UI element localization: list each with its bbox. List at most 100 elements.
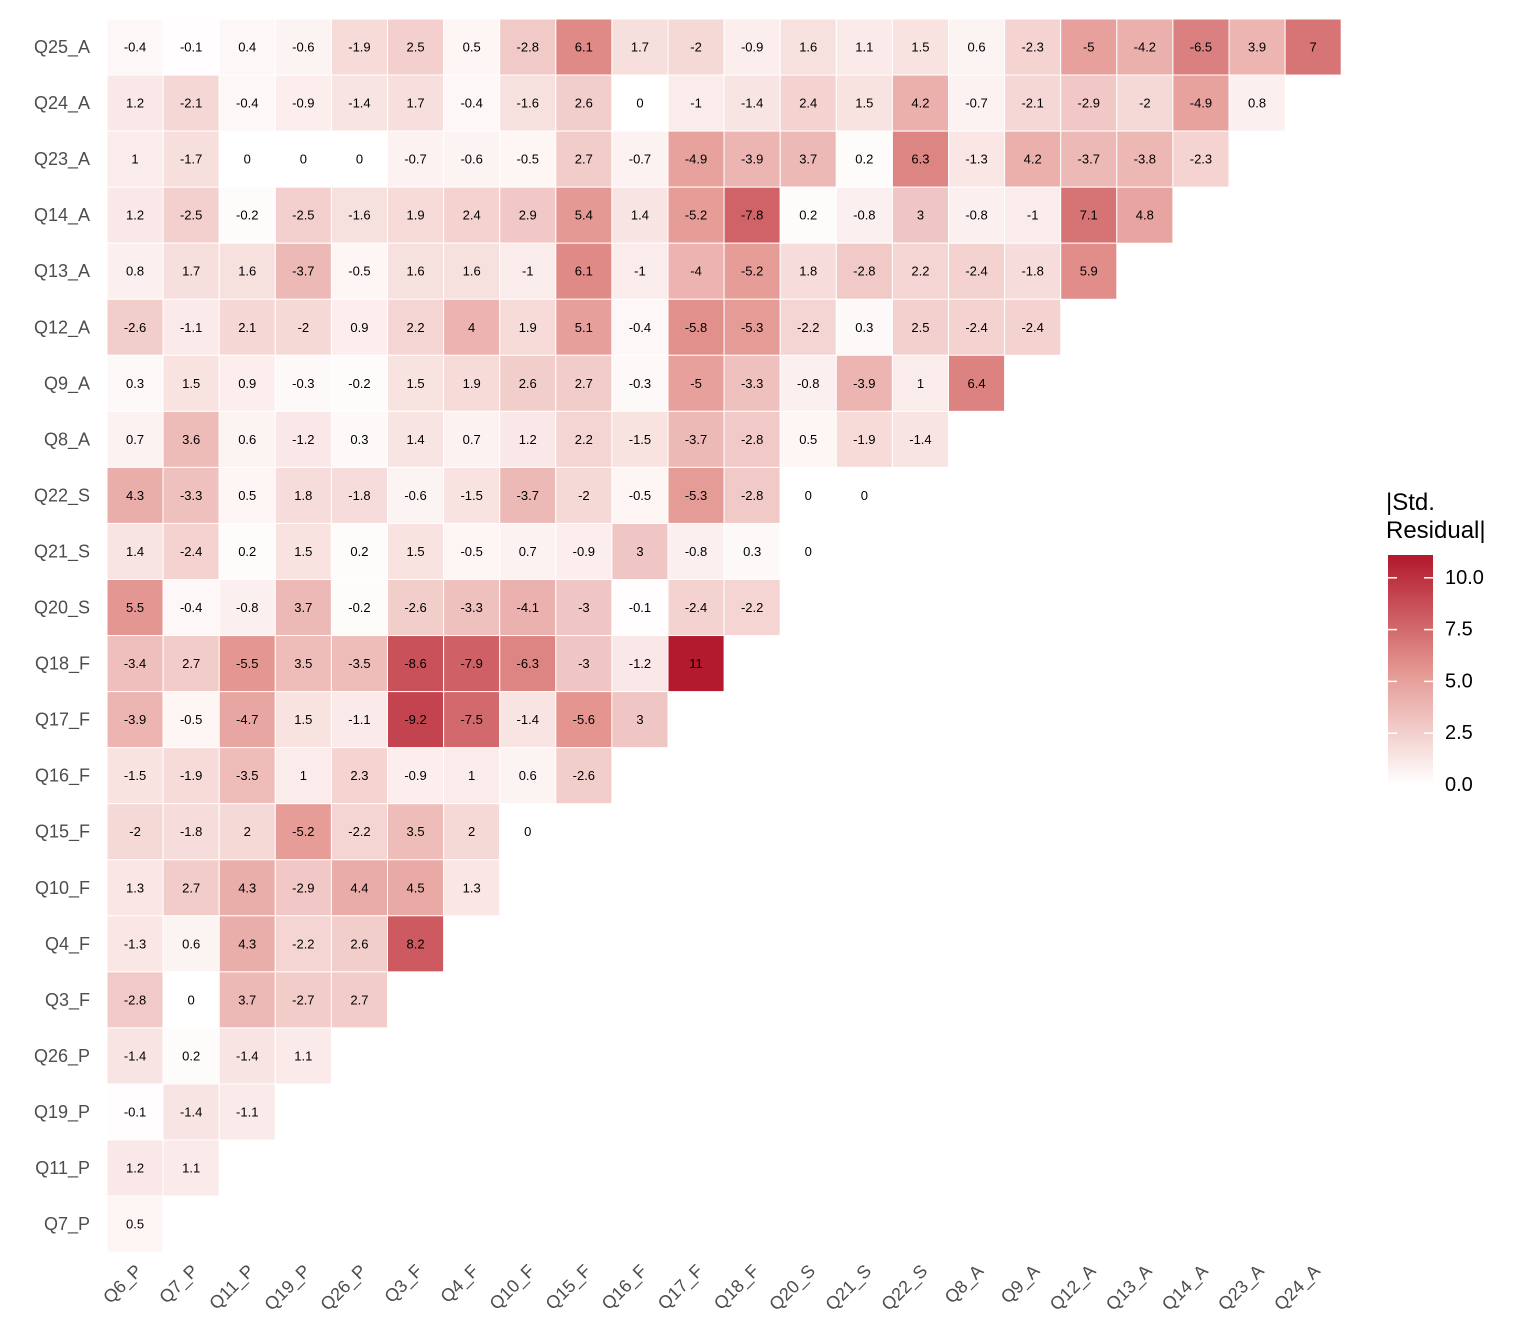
cell-value-label: -1	[1027, 208, 1039, 223]
y-axis-labels: Q25_A Q24_A Q23_A Q14_A Q13_A Q12_A Q9_A Q8_A Q2…	[34, 37, 90, 1235]
y-tick-label: Q13_A	[34, 261, 90, 282]
cell-value-label: -1.2	[292, 432, 314, 447]
heatmap-cell	[443, 130, 501, 188]
heatmap-cell	[835, 410, 893, 468]
cell-value-label: -3.7	[685, 432, 707, 447]
cell-value-label: 2	[468, 824, 475, 839]
x-tick-label: Q18_F	[710, 1261, 764, 1315]
heatmap-cell	[835, 74, 893, 132]
cell-value-label: -5	[1083, 40, 1095, 55]
cell-value-label: -0.9	[404, 768, 426, 783]
cell-value-label: 0	[805, 488, 812, 503]
cell-value-label: 1.4	[126, 544, 144, 559]
cell-value-label: -3	[578, 600, 590, 615]
cell-value-label: -1.5	[460, 488, 482, 503]
cell-value-label: -2.5	[292, 208, 314, 223]
heatmap-cell	[555, 410, 613, 468]
x-tick-label: Q13_A	[1102, 1261, 1156, 1315]
heatmap-cell	[555, 691, 613, 749]
heatmap-cell	[106, 635, 164, 693]
cell-value-label: -1.1	[348, 712, 370, 727]
cell-value-label: -1.9	[348, 40, 370, 55]
heatmap-cell	[218, 803, 276, 861]
cell-value-label: -0.4	[180, 600, 202, 615]
x-tick-label: Q8_A	[941, 1261, 988, 1308]
y-tick-label: Q7_P	[44, 1214, 90, 1235]
heatmap-cell	[162, 635, 220, 693]
heatmap-cell	[387, 747, 445, 805]
cell-value-label: -2.9	[1078, 96, 1100, 111]
cell-value-label: 7.1	[1080, 208, 1098, 223]
legend-colorbar	[1388, 555, 1433, 785]
heatmap-cell	[835, 466, 893, 524]
cell-value-label: -4.2	[1134, 40, 1156, 55]
heatmap-cell	[218, 242, 276, 300]
heatmap-cell	[667, 354, 725, 412]
cell-value-label: 2.2	[407, 320, 425, 335]
cell-value-label: 8.2	[407, 936, 425, 951]
heatmap-cell	[723, 579, 781, 637]
heatmap-cell	[499, 130, 557, 188]
y-tick-label: Q9_A	[44, 373, 90, 394]
heatmap-cell	[106, 410, 164, 468]
cell-value-label: 3.6	[182, 432, 200, 447]
cell-value-label: 0.6	[968, 40, 986, 55]
heatmap-cell	[387, 410, 445, 468]
cell-value-label: 7	[1310, 40, 1317, 55]
heatmap-cell	[106, 579, 164, 637]
heatmap-cell	[330, 410, 388, 468]
legend-title-line-2: Residual|	[1386, 517, 1486, 544]
heatmap-cell	[330, 803, 388, 861]
cell-value-label: -2	[129, 824, 141, 839]
legend-tick-label: 7.5	[1445, 619, 1473, 641]
cell-value-label: -0.6	[460, 152, 482, 167]
cell-value-label: 4.3	[126, 488, 144, 503]
heatmap-cell	[499, 298, 557, 356]
cell-value-label: 2.5	[407, 40, 425, 55]
cell-value-label: 2.7	[575, 152, 593, 167]
cell-value-label: 0.3	[855, 320, 873, 335]
y-tick-label: Q16_F	[35, 766, 90, 787]
cell-value-label: -1.4	[236, 1048, 258, 1063]
cell-value-label: -1.9	[180, 768, 202, 783]
cell-value-label: 0	[300, 152, 307, 167]
cell-value-label: 2.2	[911, 264, 929, 279]
heatmap-cell	[443, 859, 501, 917]
cell-value-label: -0.5	[180, 712, 202, 727]
heatmap-cell	[218, 130, 276, 188]
x-tick-label: Q19_P	[260, 1261, 314, 1315]
cell-value-label: -0.5	[460, 544, 482, 559]
heatmap-cell	[723, 354, 781, 412]
heatmap-cell	[162, 242, 220, 300]
cell-value-label: -5.2	[292, 824, 314, 839]
heatmap-cell	[387, 466, 445, 524]
cell-value-label: -0.1	[124, 1104, 146, 1119]
heatmap-cell	[499, 747, 557, 805]
cell-value-label: -0.6	[292, 40, 314, 55]
cell-value-label: 3	[636, 544, 643, 559]
legend-tick-label: 10.0	[1445, 567, 1484, 589]
cell-value-label: 0	[188, 992, 195, 1007]
cell-value-label: 4.2	[1024, 152, 1042, 167]
cell-value-label: 4.8	[1136, 208, 1154, 223]
heatmap-cell	[162, 1139, 220, 1197]
cell-value-label: 2.9	[519, 208, 537, 223]
heatmap-cell	[555, 74, 613, 132]
heatmap-cell	[162, 859, 220, 917]
cell-value-label: -0.9	[741, 40, 763, 55]
heatmap-cell	[330, 242, 388, 300]
cell-value-label: 0.2	[799, 208, 817, 223]
heatmap-cell	[499, 466, 557, 524]
heatmap-cell	[723, 186, 781, 244]
heatmap-cell	[274, 298, 332, 356]
cell-value-label: 2.7	[575, 376, 593, 391]
heatmap-cell	[162, 915, 220, 973]
cell-value-label: -1.4	[348, 96, 370, 111]
heatmap-cell	[387, 242, 445, 300]
x-tick-label: Q9_A	[997, 1261, 1044, 1308]
heatmap-cell	[162, 747, 220, 805]
cell-value-label: 3.9	[1248, 40, 1266, 55]
heatmap-cell	[330, 747, 388, 805]
cell-value-label: -5.2	[741, 264, 763, 279]
cell-value-label: -5.3	[685, 488, 707, 503]
